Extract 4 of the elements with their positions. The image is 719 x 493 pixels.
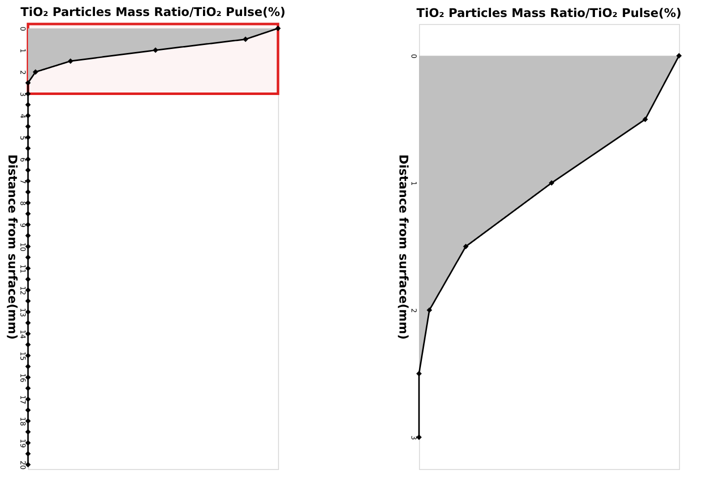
y-axis-title: Distance from surface(mm): [6, 154, 20, 340]
chart-title: TiO₂ Particles Mass Ratio/TiO₂ Pulse(%): [20, 4, 286, 19]
y-axis-title: Distance from surface(mm): [396, 154, 410, 340]
chart-title: TiO₂ Particles Mass Ratio/TiO₂ Pulse(%): [416, 6, 682, 20]
